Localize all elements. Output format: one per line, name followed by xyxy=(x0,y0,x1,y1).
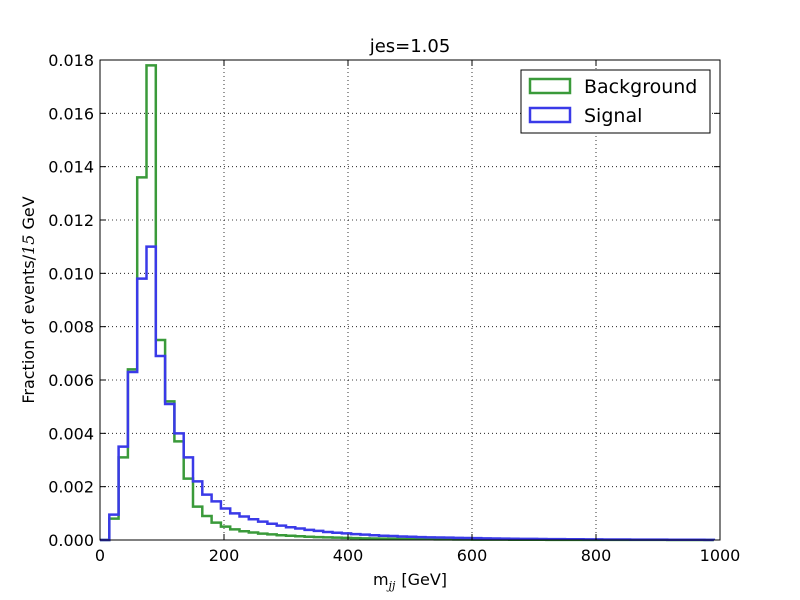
chart-title: jes=1.05 xyxy=(369,36,451,57)
y-tick-label: 0.004 xyxy=(48,424,94,443)
y-axis-title-math: 15 xyxy=(19,235,38,255)
x-axis-title-subscript: jj xyxy=(386,579,396,592)
y-axis-title-suffix: GeV xyxy=(19,196,38,229)
plot-area xyxy=(100,60,720,540)
y-tick-label: 0.016 xyxy=(48,104,94,123)
y-tick-label: 0.010 xyxy=(48,264,94,283)
x-tick-label: 800 xyxy=(581,546,612,565)
x-tick-labels: 0 200 400 600 800 1000 xyxy=(95,546,740,565)
y-axis-title: Fraction of events/15 GeV xyxy=(19,196,38,403)
x-axis-title-main: m xyxy=(373,570,389,589)
y-tick-label: 0.012 xyxy=(48,211,94,230)
x-tick-label: 200 xyxy=(209,546,240,565)
y-tick-label: 0.006 xyxy=(48,371,94,390)
tick-marks xyxy=(99,59,721,541)
x-tick-label: 1000 xyxy=(700,546,741,565)
x-axis-title: mjj [GeV] xyxy=(373,570,447,592)
legend: Background Signal xyxy=(520,69,711,134)
legend-swatch-signal xyxy=(528,106,572,124)
y-tick-label: 0.018 xyxy=(48,51,94,70)
y-axis-title-prefix: Fraction of events/ xyxy=(19,254,38,403)
x-axis-title-unit: [GeV] xyxy=(401,570,447,589)
x-tick-label: 600 xyxy=(457,546,488,565)
y-tick-label: 0.002 xyxy=(48,478,94,497)
x-tick-label: 400 xyxy=(333,546,364,565)
x-tick-label: 0 xyxy=(95,546,105,565)
y-tick-label: 0.014 xyxy=(48,158,94,177)
legend-swatch-background xyxy=(528,77,572,95)
y-tick-label: 0.000 xyxy=(48,531,94,550)
legend-label-background: Background xyxy=(584,76,697,98)
y-tick-label: 0.008 xyxy=(48,318,94,337)
y-tick-labels: 0.000 0.002 0.004 0.006 0.008 0.010 0.012 0.014… xyxy=(48,51,94,550)
plot-frame xyxy=(99,59,721,541)
legend-label-signal: Signal xyxy=(584,105,642,127)
